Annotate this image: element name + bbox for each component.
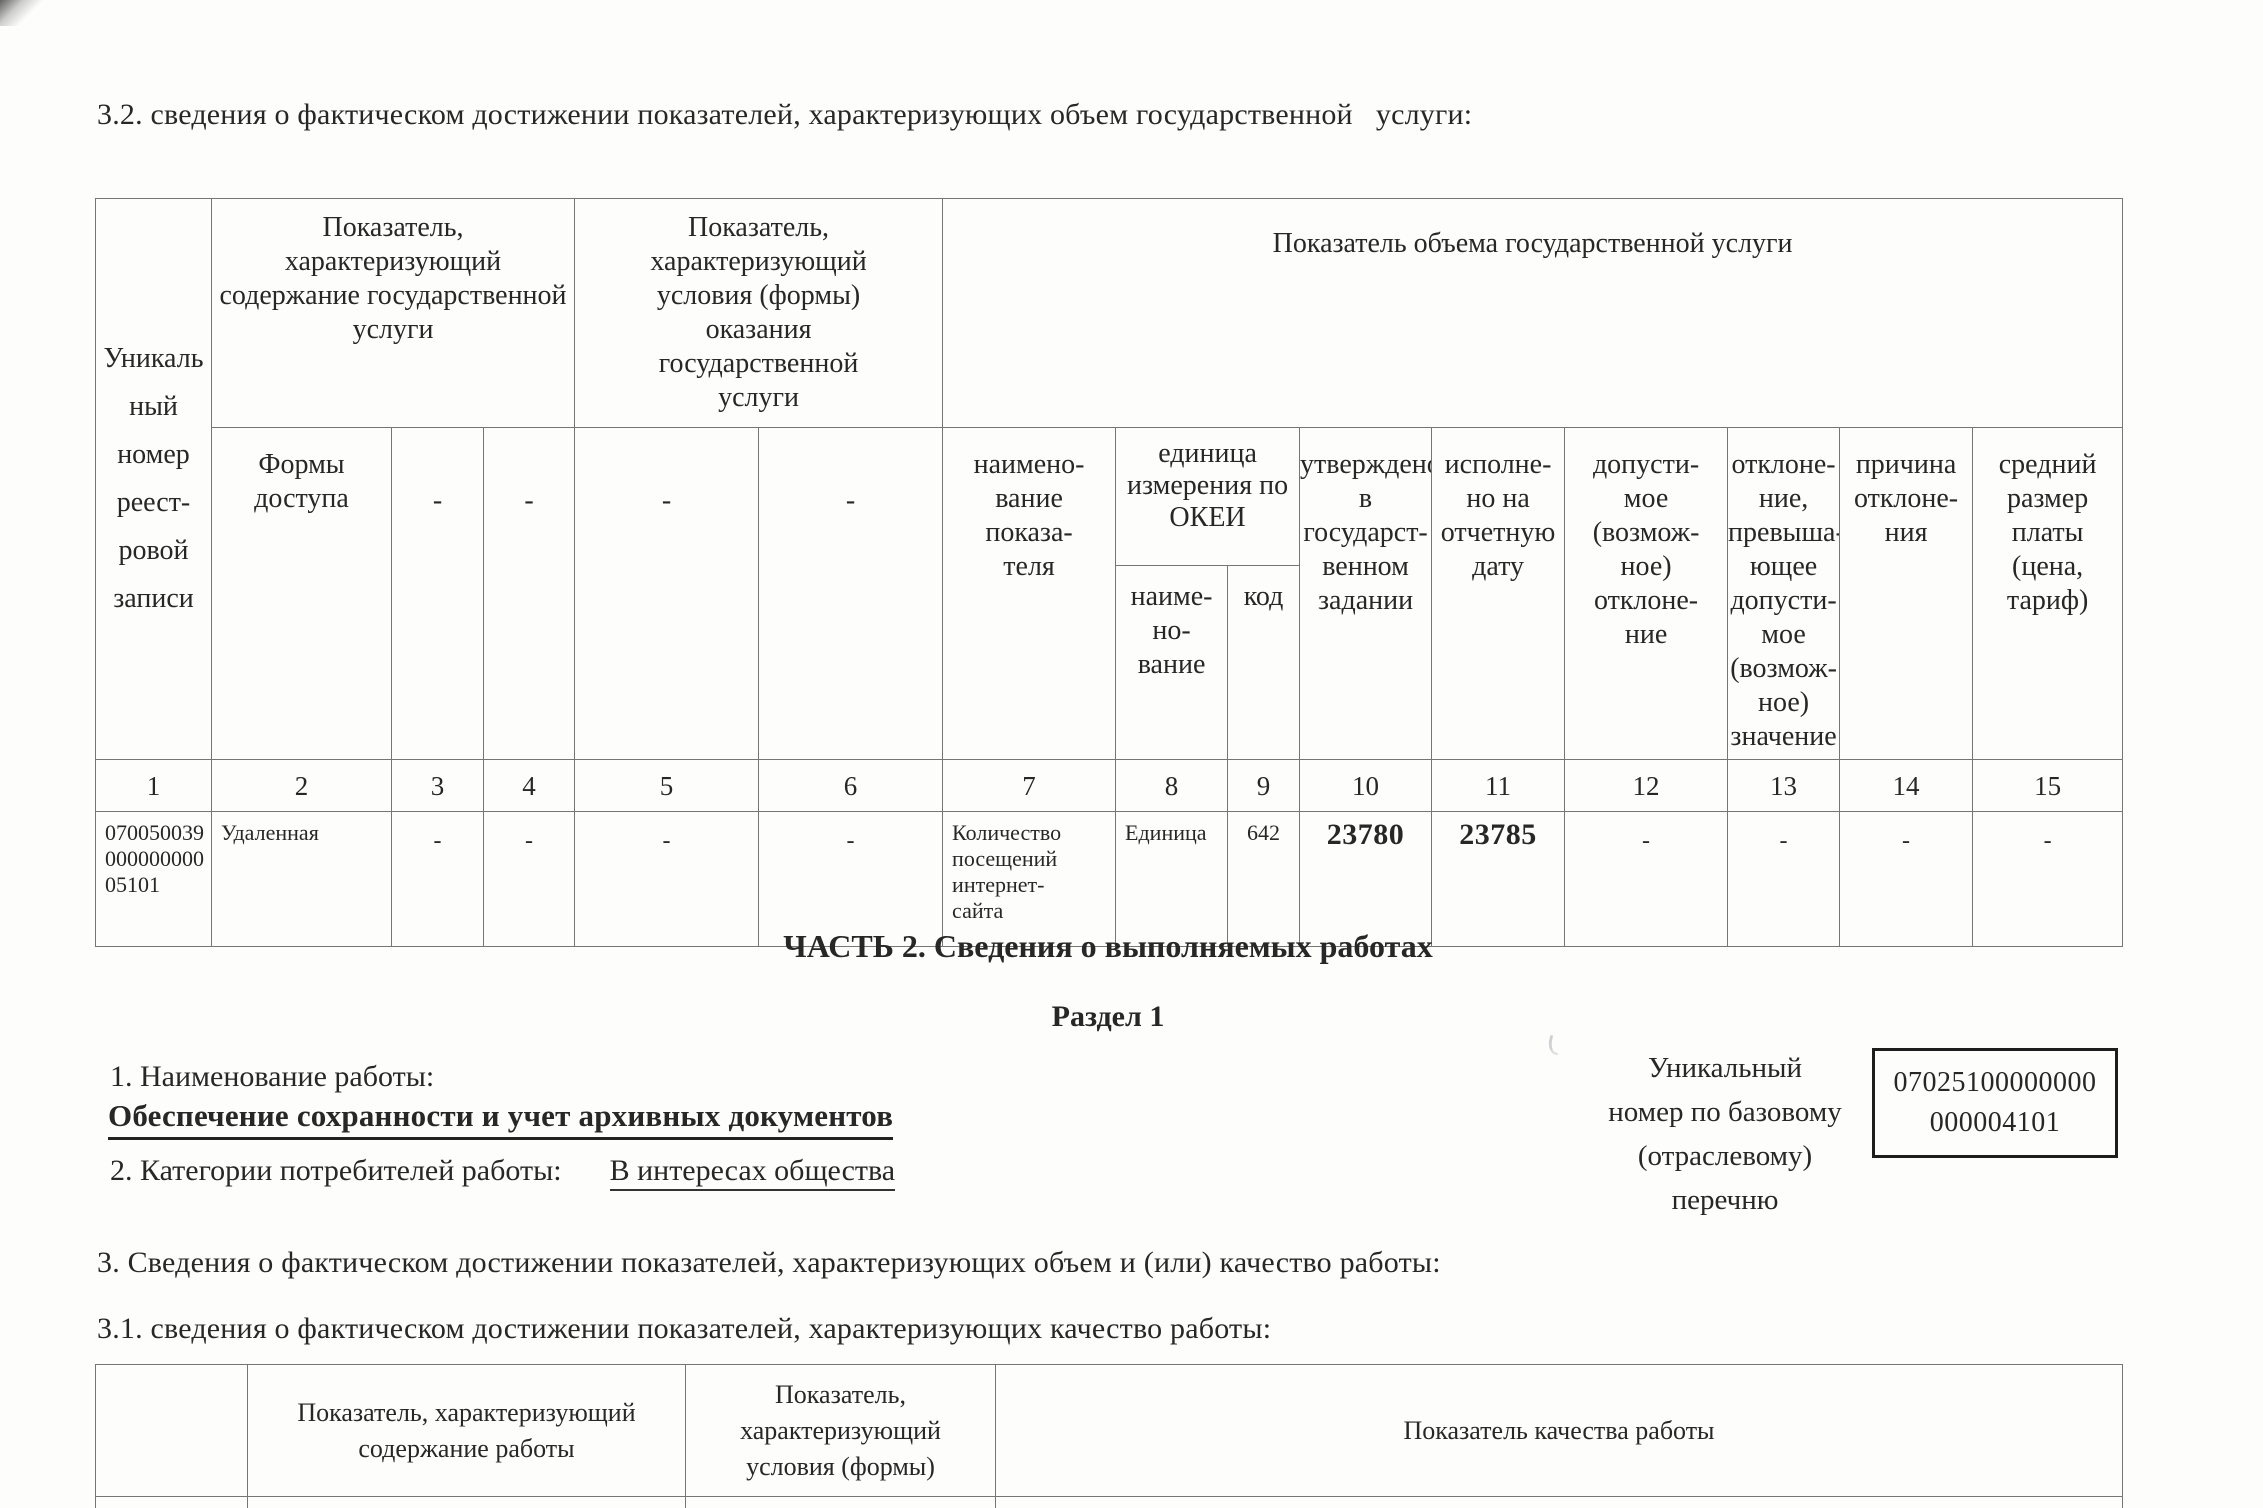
header-content-group: Показатель, характеризующий содержание г… <box>210 198 576 428</box>
cell-approved-value: 23780 <box>1299 811 1433 947</box>
cell-dash-12: - <box>1564 811 1729 947</box>
header-executed: исполне- но на отчетную дату <box>1431 427 1566 760</box>
col-number: 5 <box>574 759 760 812</box>
header-allowed-deviation: допусти- мое (возмож- ное) отклоне- ние <box>1564 427 1729 760</box>
scan-corner-smudge <box>0 0 46 26</box>
header-deviation-reason: причина отклоне- ния <box>1839 427 1974 760</box>
unique-number-caption: Уникальный номер по базовому (отраслевом… <box>1555 1046 1895 1222</box>
header-empty-cell <box>95 1364 248 1497</box>
header-dash-col4: - <box>482 427 576 760</box>
header-unit-okei-group: единица измерения по ОКЕИ <box>1115 427 1301 566</box>
cell-dash-6: - <box>758 811 944 947</box>
caption-line: перечню <box>1671 1184 1779 1216</box>
stub-cell <box>95 1496 248 1508</box>
unique-number-line-1: 07025100000000 <box>1893 1067 2097 1098</box>
cell-dash-14: - <box>1839 811 1974 947</box>
header-dash-col6: - <box>758 427 944 760</box>
col-number: 14 <box>1839 759 1974 812</box>
header-dash-col5: - <box>574 427 760 760</box>
header-conditions-group: Показатель, характеризующий условия (фор… <box>574 198 944 428</box>
caption-line: номер по базовому <box>1608 1096 1842 1128</box>
col-number: 2 <box>211 759 392 812</box>
header-unit-name: наиме- но- вание <box>1115 565 1229 760</box>
cut-off-row <box>95 1496 2123 1508</box>
unique-number-line-2: 000004101 <box>1929 1107 2061 1138</box>
col-number: 12 <box>1564 759 1729 812</box>
section-3-title: 3. Сведения о фактическом достижении пок… <box>97 1246 1441 1279</box>
col-number: 4 <box>482 759 576 812</box>
cell-unit-name: Единица <box>1115 811 1229 947</box>
consumers-line: 2. Категории потребителей работы: В интер… <box>110 1154 896 1191</box>
header-exceeding-deviation: отклоне- ние, превыша- ющее допусти- мое… <box>1727 427 1841 760</box>
header-volume-group: Показатель объема государственной услуги <box>942 198 2124 428</box>
cell-unit-code: 642 <box>1227 811 1301 947</box>
header-unique-registry-number: Уникаль ный номер реест- ровой записи <box>95 198 212 760</box>
cell-indicator-name: Количество посещений интернет- сайта <box>942 811 1117 947</box>
header-unit-code: код <box>1227 565 1301 760</box>
quality-indicators-table: Показатель, характеризующий содержание р… <box>95 1364 2123 1508</box>
caption-line: (отраслевому) <box>1637 1140 1813 1172</box>
header-dash-col3: - <box>391 427 484 760</box>
header-work-content-group: Показатель, характеризующий содержание р… <box>247 1364 686 1497</box>
cell-access-form: Удаленная <box>211 811 392 947</box>
stub-cell <box>247 1496 686 1508</box>
caption-line: Уникальный <box>1647 1052 1803 1084</box>
cell-dash-3: - <box>391 811 484 947</box>
header-work-conditions-group: Показатель, характеризующий условия (фор… <box>685 1364 996 1497</box>
part-2-title: ЧАСТЬ 2. Сведения о выполняемых работах <box>783 928 1433 964</box>
consumers-label: 2. Категории потребителей работы: <box>110 1154 562 1187</box>
column-numbers-row: 1 2 3 4 5 6 7 8 9 10 11 12 13 14 15 <box>95 759 2124 812</box>
work-name-value: Обеспечение сохранности и учет архивных … <box>108 1098 894 1140</box>
header-work-quality-group: Показатель качества работы <box>995 1364 2123 1497</box>
col-number: 7 <box>942 759 1117 812</box>
col-number: 13 <box>1727 759 1841 812</box>
stub-cell <box>995 1496 2123 1508</box>
section-3-2-title: 3.2. сведения о фактическом достижении п… <box>97 98 1473 131</box>
cell-dash-5: - <box>574 811 760 947</box>
stub-cell <box>685 1496 996 1508</box>
col-number: 10 <box>1299 759 1433 812</box>
cell-dash-15: - <box>1972 811 2124 947</box>
header-indicator-name: наимено- вание показа- теля <box>942 427 1117 760</box>
header-access-forms: Формы доступа <box>211 427 392 760</box>
consumers-value: В интересах общества <box>609 1154 896 1191</box>
unique-number-box: 07025100000000 000004101 <box>1872 1048 2118 1158</box>
col-number: 6 <box>758 759 944 812</box>
header-average-fee: средний размер платы (цена, тариф) <box>1972 427 2124 760</box>
col-number: 1 <box>95 759 212 812</box>
cell-executed-value: 23785 <box>1431 811 1566 947</box>
col-number: 11 <box>1431 759 1566 812</box>
cell-dash-13: - <box>1727 811 1841 947</box>
section-3-1-title: 3.1. сведения о фактическом достижении п… <box>97 1312 1272 1345</box>
work-name-label: 1. Наименование работы: <box>110 1060 435 1093</box>
cell-registry-number: 070050039 000000000 05101 <box>95 811 212 947</box>
cell-dash-4: - <box>482 811 576 947</box>
razdel-1-title: Раздел 1 <box>1051 1000 1165 1033</box>
col-number: 3 <box>391 759 484 812</box>
data-row: 070050039 000000000 05101 Удаленная - - … <box>95 811 2124 947</box>
col-number: 15 <box>1972 759 2124 812</box>
header-approved: утверждено в государст- венном задании <box>1299 427 1433 760</box>
col-number: 8 <box>1115 759 1229 812</box>
volume-indicators-table: Уникаль ный номер реест- ровой записи По… <box>95 198 2124 947</box>
col-number: 9 <box>1227 759 1301 812</box>
